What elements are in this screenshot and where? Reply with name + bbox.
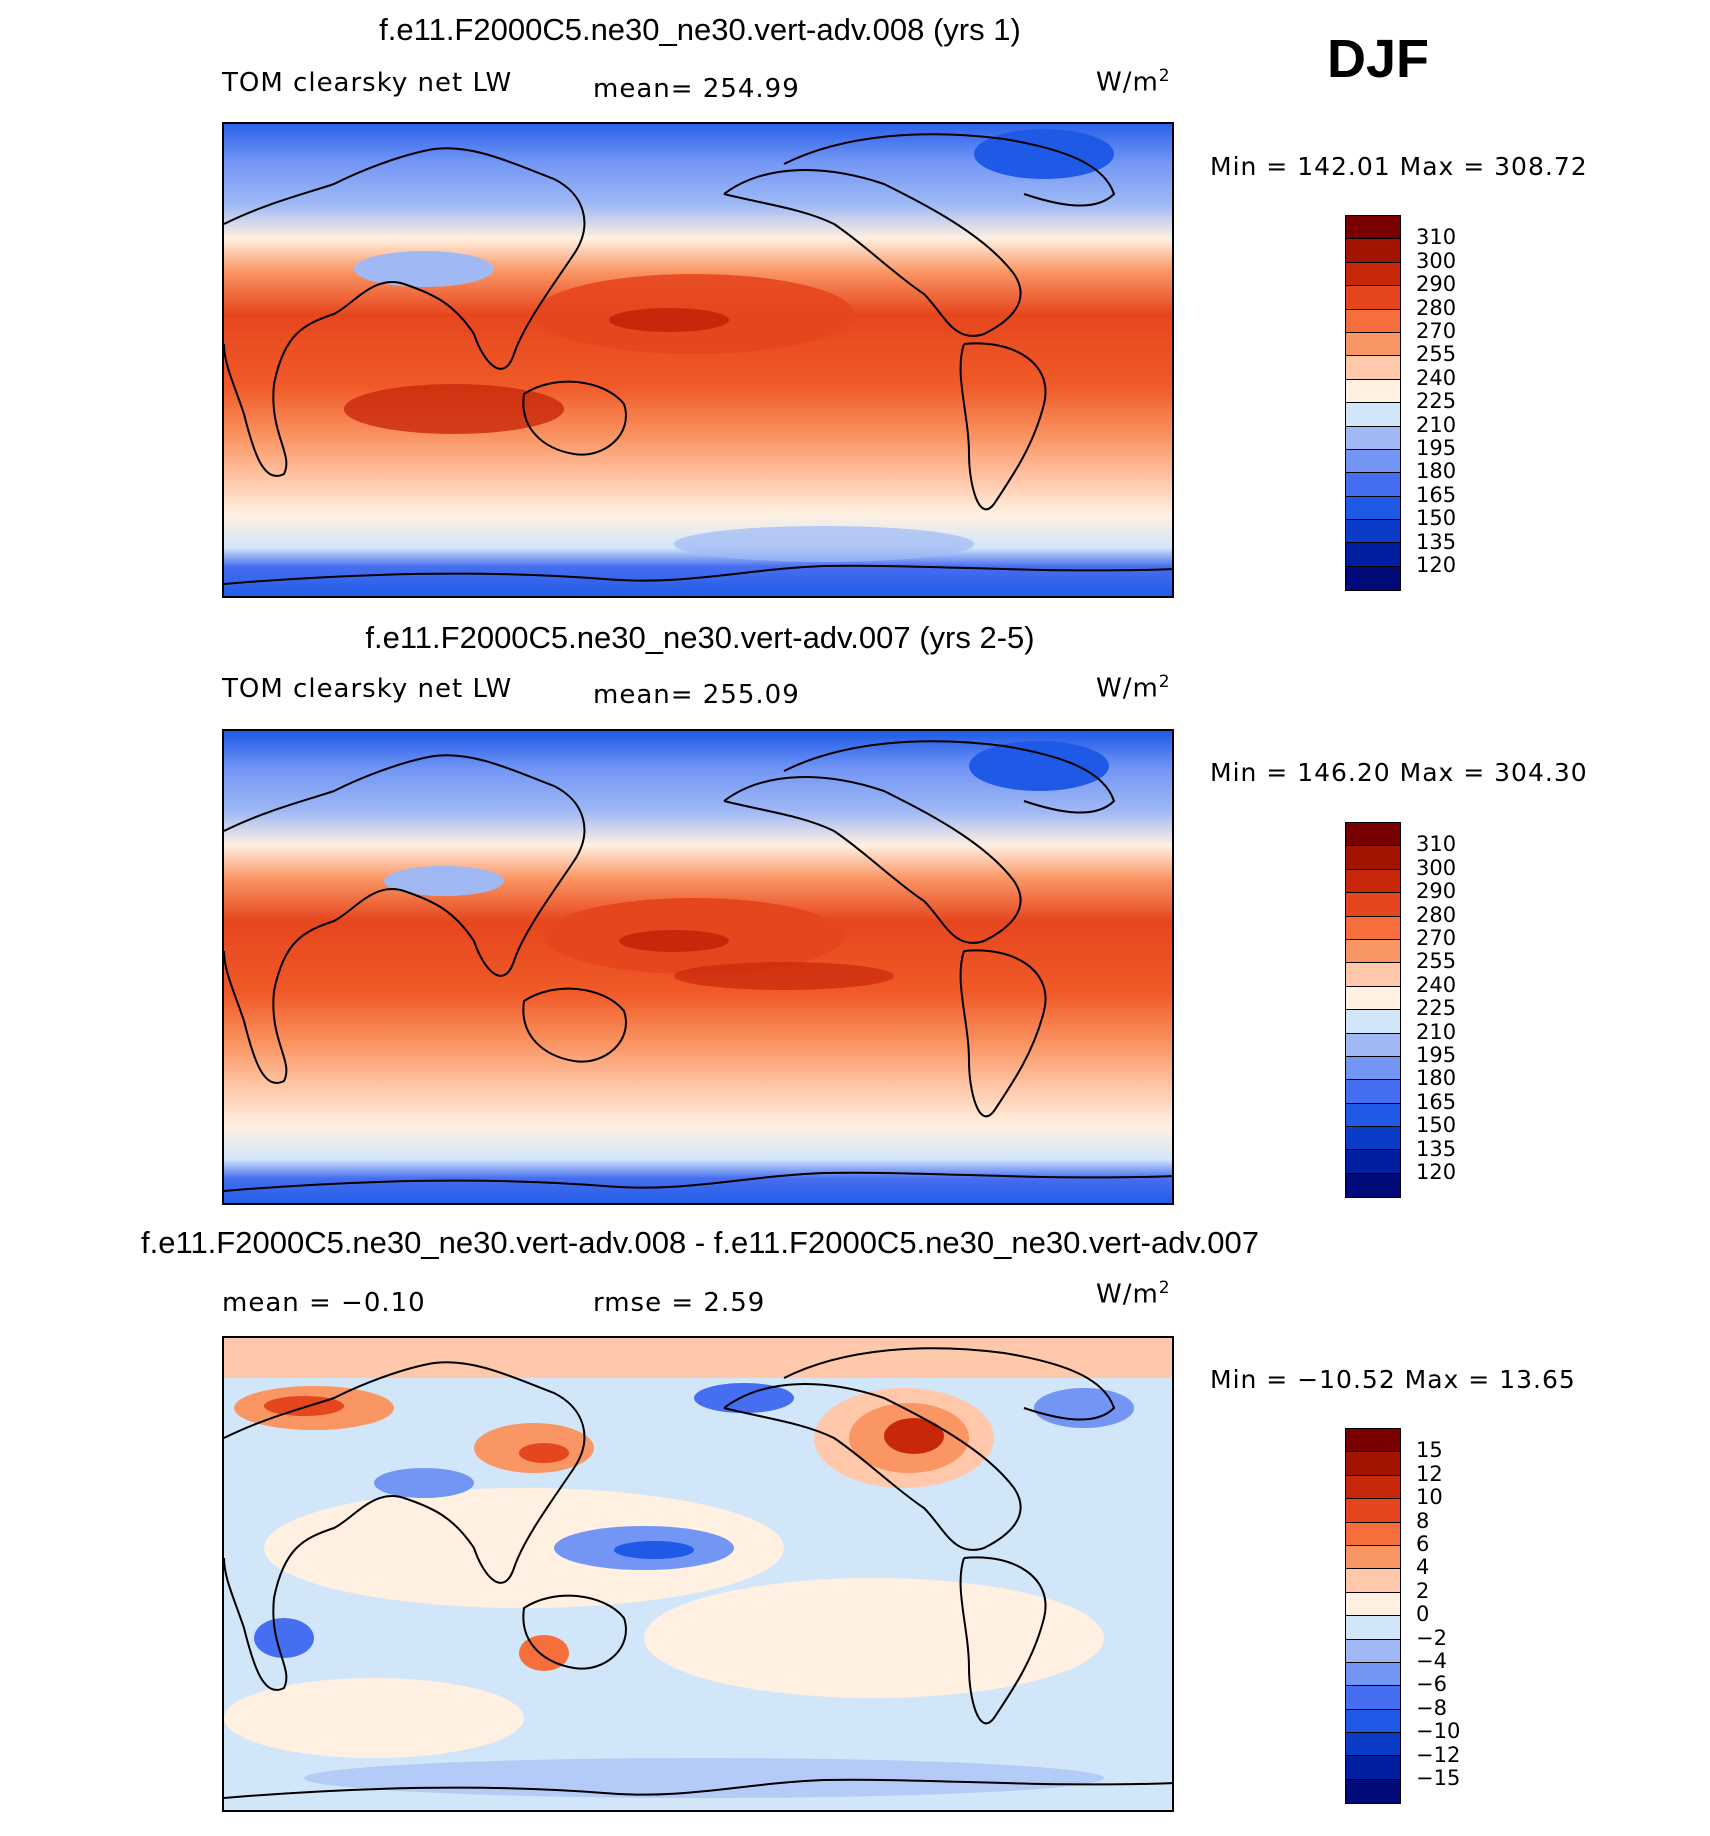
- panel3-colorbar-tick: 4: [1416, 1555, 1430, 1580]
- panel3-contour-plot: [224, 1338, 1172, 1810]
- panel2-title: f.e11.F2000C5.ne30_ne30.vert-adv.007 (yr…: [365, 620, 1035, 655]
- panel2-colorbar-tick: 270: [1416, 926, 1457, 950]
- panel3-colorbar-tick: −4: [1416, 1649, 1447, 1673]
- panel1-colorbar: [1345, 215, 1401, 592]
- panel2-variable-label: TOM clearsky net LW: [222, 674, 513, 704]
- panel1-map: [222, 122, 1174, 598]
- panel1-minmax: Min = 142.01 Max = 308.72: [1210, 152, 1588, 181]
- panel3-colorbar-tick: 6: [1416, 1532, 1430, 1556]
- panel3-map: [222, 1336, 1174, 1812]
- panel1-colorbar-tick: 180: [1416, 459, 1457, 484]
- panel1-colorbar-tick: 135: [1416, 529, 1457, 554]
- panel1-units: W/m2: [1096, 66, 1171, 98]
- panel3-colorbar-tick: −12: [1416, 1742, 1461, 1767]
- panel2-colorbar-tick: 195: [1416, 1043, 1457, 1067]
- panel2-colorbar-tick: 290: [1416, 879, 1457, 904]
- panel3-colorbar-tick: 12: [1416, 1461, 1443, 1486]
- panel2-colorbar-tick: 120: [1416, 1160, 1457, 1184]
- panel2-colorbar-tick: 210: [1416, 1019, 1457, 1044]
- panel1-colorbar-tick: 300: [1416, 248, 1457, 273]
- panel2-colorbar-tick: 300: [1416, 855, 1457, 880]
- panel2-mean: mean= 255.09: [593, 680, 800, 710]
- panel1-colorbar-tick: 280: [1416, 295, 1457, 320]
- panel2-colorbar-tick: 135: [1416, 1136, 1457, 1161]
- panel3-colorbar-tick: −2: [1416, 1625, 1447, 1650]
- panel1-title: f.e11.F2000C5.ne30_ne30.vert-adv.008 (yr…: [379, 12, 1021, 47]
- panel2-colorbar-tick: 310: [1416, 832, 1457, 857]
- panel1-colorbar-tick: 290: [1416, 272, 1457, 297]
- panel2-map: [222, 729, 1174, 1205]
- panel3-colorbar-tick: 8: [1416, 1508, 1430, 1533]
- panel3-colorbar-tick: 15: [1416, 1438, 1443, 1463]
- panel3-colorbar-tick: −10: [1416, 1719, 1461, 1744]
- panel1-colorbar-tick: 225: [1416, 389, 1457, 414]
- panel3-colorbar-tick: 2: [1416, 1578, 1430, 1603]
- panel1-colorbar-tick: 210: [1416, 412, 1457, 437]
- panel3-minmax: Min = −10.52 Max = 13.65: [1210, 1365, 1576, 1394]
- panel1-contour-plot: [224, 124, 1172, 596]
- panel2-units: W/m2: [1096, 672, 1171, 704]
- panel2-colorbar-tick: 255: [1416, 949, 1457, 974]
- panel3-mean: mean = −0.10: [222, 1288, 426, 1318]
- panel3-colorbar-tick: 0: [1416, 1602, 1430, 1627]
- panel3-rmse: rmse = 2.59: [593, 1288, 766, 1318]
- panel3-colorbar: [1345, 1428, 1401, 1805]
- panel2-colorbar-tick: 165: [1416, 1089, 1457, 1114]
- panel2-colorbar-tick: 280: [1416, 902, 1457, 927]
- panel1-colorbar-tick: 310: [1416, 225, 1457, 250]
- panel1-colorbar-tick: 195: [1416, 436, 1457, 460]
- panel1-colorbar-tick: 270: [1416, 319, 1457, 343]
- panel2-colorbar-tick: 150: [1416, 1113, 1457, 1138]
- panel1-colorbar-tick: 150: [1416, 506, 1457, 531]
- panel1-colorbar-tick: 240: [1416, 365, 1457, 390]
- panel3-colorbar-tick: −8: [1416, 1695, 1447, 1720]
- panel1-colorbar-tick: 255: [1416, 342, 1457, 367]
- panel3-units: W/m2: [1096, 1278, 1171, 1310]
- panel2-colorbar-tick: 180: [1416, 1066, 1457, 1091]
- panel1-mean: mean= 254.99: [593, 74, 800, 104]
- panel2-colorbar-tick: 225: [1416, 996, 1457, 1021]
- panel1-colorbar-tick: 165: [1416, 482, 1457, 507]
- panel3-colorbar-tick: −15: [1416, 1766, 1461, 1790]
- panel2-colorbar: [1345, 822, 1401, 1199]
- panel2-colorbar-tick: 240: [1416, 972, 1457, 997]
- panel3-title: f.e11.F2000C5.ne30_ne30.vert-adv.008 - f…: [141, 1225, 1259, 1260]
- season-label: DJF: [1327, 29, 1430, 89]
- panel1-colorbar-tick: 120: [1416, 553, 1457, 577]
- panel3-colorbar-tick: −6: [1416, 1672, 1447, 1697]
- panel3-colorbar-tick: 10: [1416, 1485, 1443, 1510]
- panel2-minmax: Min = 146.20 Max = 304.30: [1210, 758, 1588, 787]
- panel2-contour-plot: [224, 731, 1172, 1203]
- panel1-variable-label: TOM clearsky net LW: [222, 68, 513, 98]
